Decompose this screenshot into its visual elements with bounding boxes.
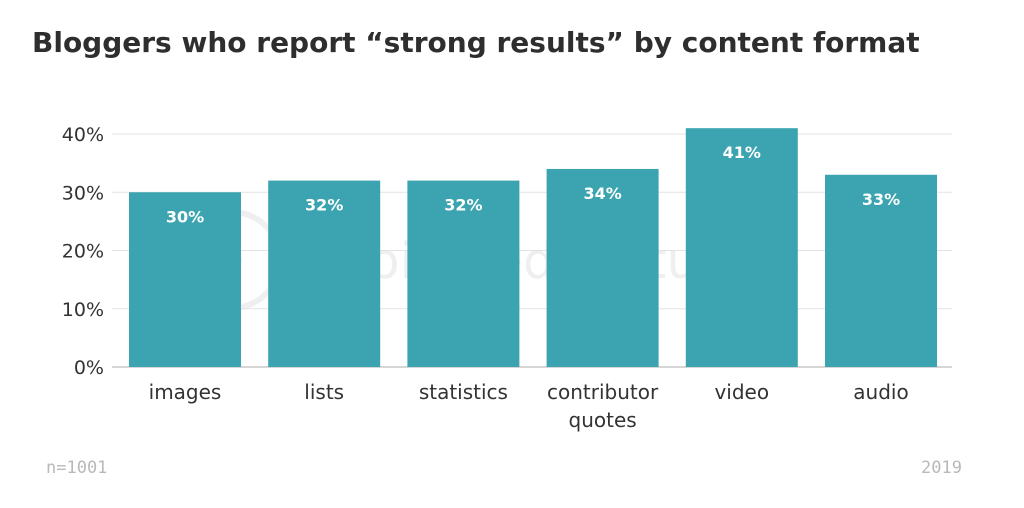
x-category-label: quotes [569, 408, 637, 432]
gridlines [112, 133, 952, 368]
bar-contributor-quotes [546, 168, 659, 367]
x-category-label: contributor [547, 380, 659, 404]
x-category-label: video [714, 380, 769, 404]
x-category-label: statistics [419, 380, 508, 404]
y-tick-label: 20% [62, 241, 104, 263]
bar-video [685, 128, 798, 367]
bar-value-label: 41% [723, 143, 761, 162]
bar-value-label: 32% [444, 196, 482, 215]
bar-images [129, 192, 241, 367]
bar-statistics [407, 180, 520, 367]
x-category-label: audio [853, 380, 908, 404]
y-tick-label: 30% [62, 182, 104, 204]
bar-value-label: 32% [305, 196, 343, 215]
x-category-label: lists [304, 380, 344, 404]
sample-size-note: n=1001 [46, 458, 108, 478]
bar-audio [825, 174, 937, 367]
bar-value-label: 34% [583, 184, 621, 203]
x-axis-labels: images lists statistics contributor quotes vi… [149, 380, 909, 432]
bars: 30% 32% 32% 34% 41% 33% [129, 128, 937, 367]
y-axis-ticks: 0% 10% 20% 30% 40% [62, 124, 104, 379]
bar-value-label: 33% [862, 190, 900, 209]
x-category-label: images [149, 380, 222, 404]
year-note: 2019 [921, 458, 962, 478]
bar-value-label: 30% [166, 207, 204, 226]
y-tick-label: 40% [62, 124, 104, 146]
bar-lists [268, 180, 381, 367]
chart-title: Bloggers who report “strong results” by … [32, 26, 920, 59]
y-tick-label: 0% [74, 357, 104, 379]
y-tick-label: 10% [62, 299, 104, 321]
